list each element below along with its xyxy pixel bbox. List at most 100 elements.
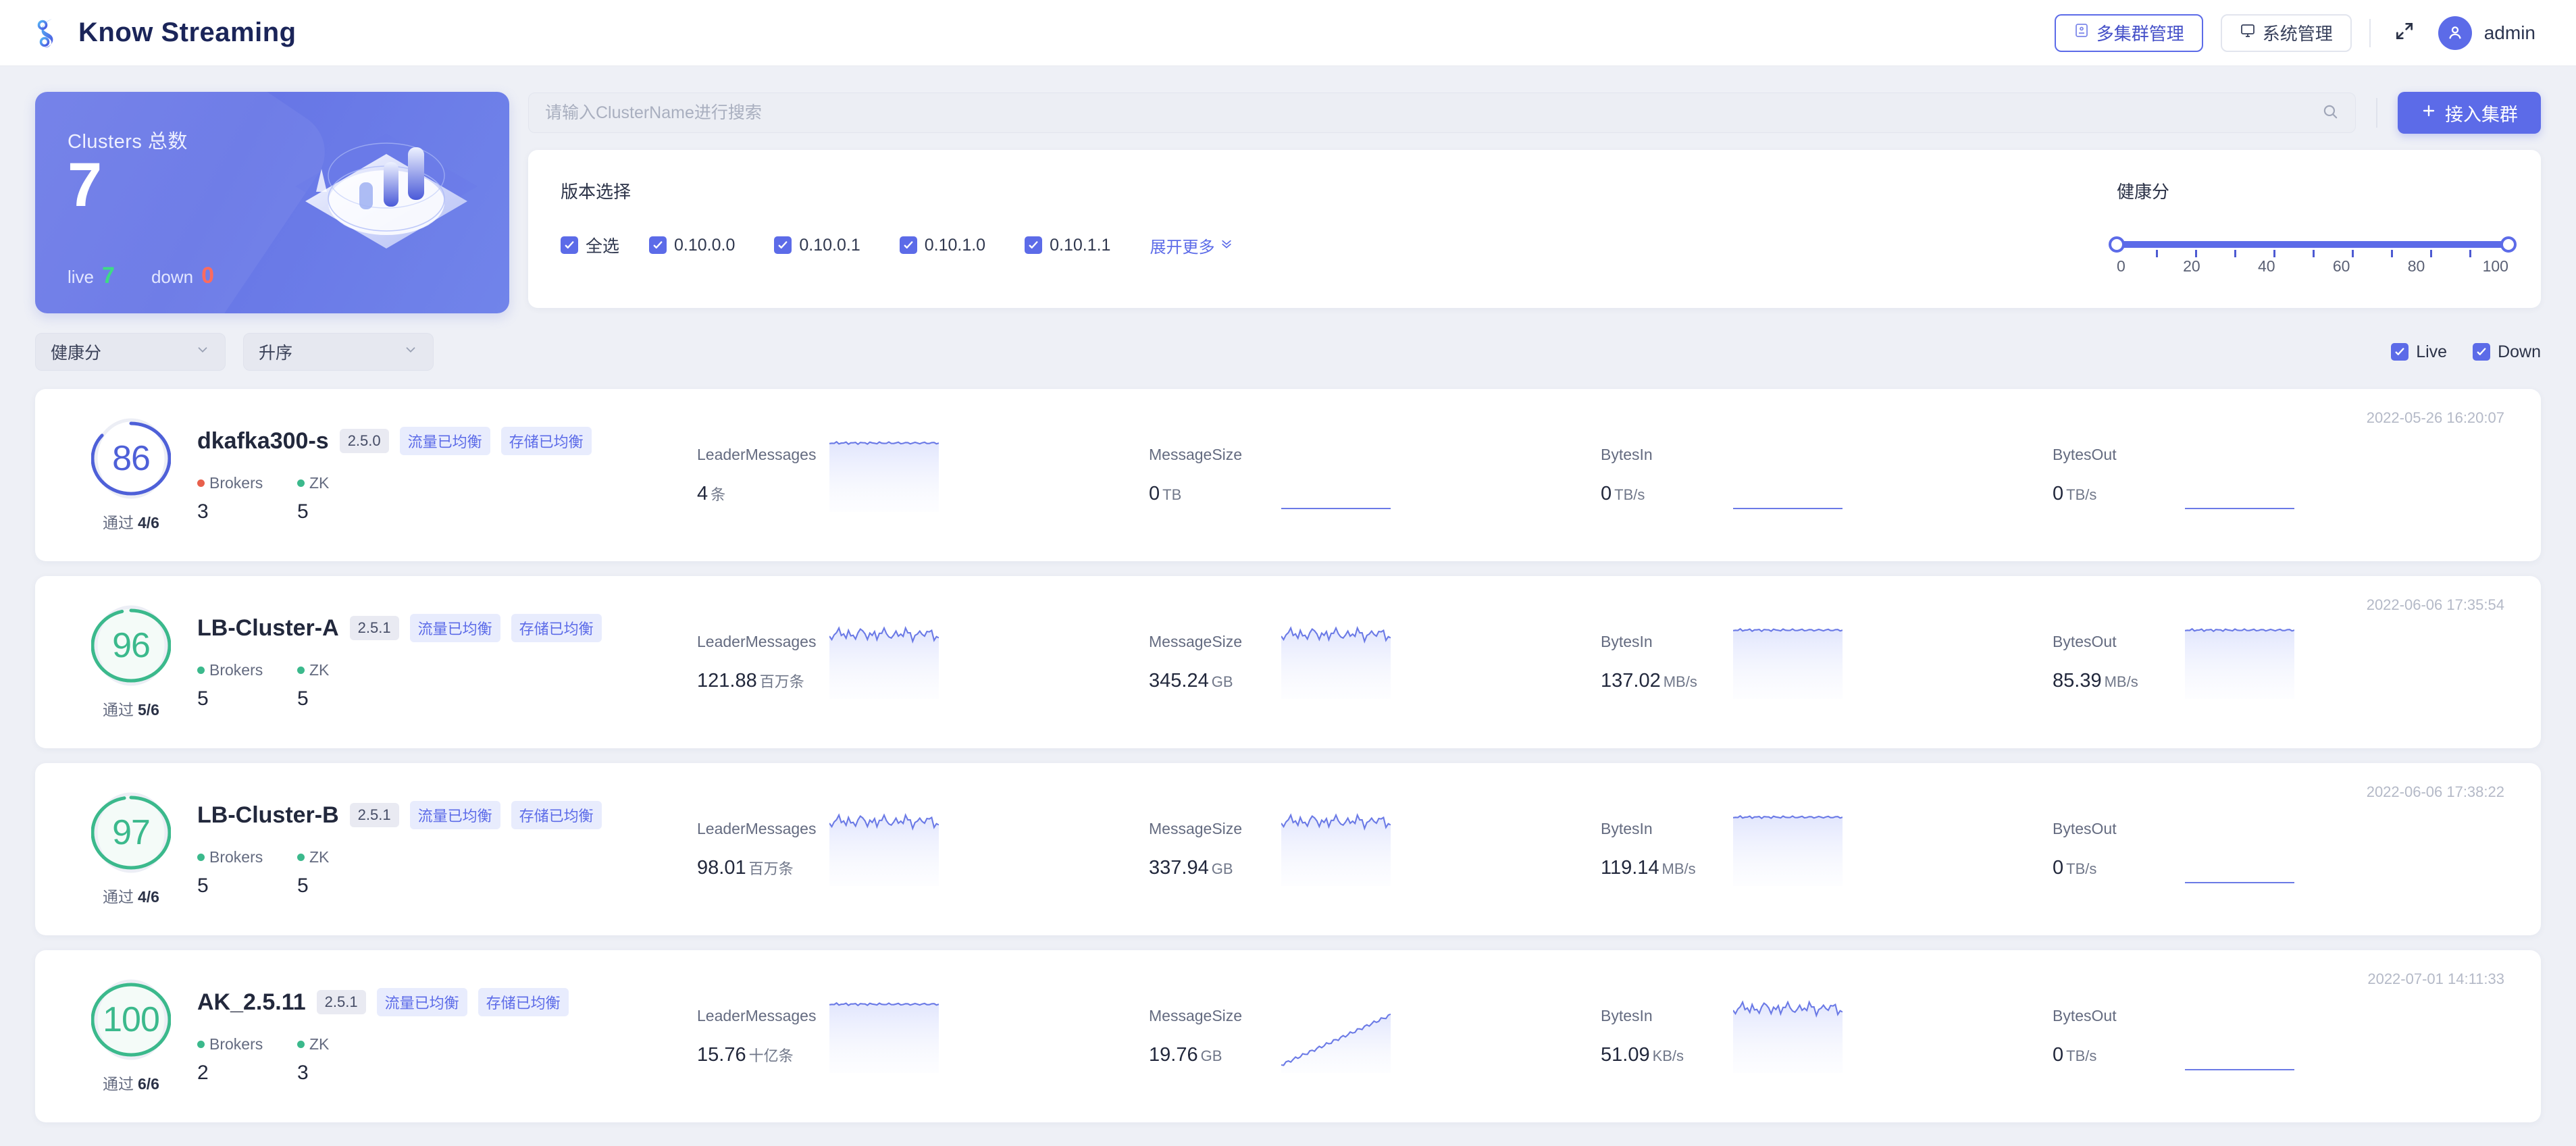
node-label-row: Brokers [197, 848, 297, 866]
checkbox-checked-icon[interactable] [561, 236, 578, 254]
slider-knob-max[interactable] [2500, 236, 2517, 253]
metric-sparkline [1281, 812, 1391, 886]
version-checkbox-all[interactable]: 全选 [561, 233, 619, 257]
filter-down-checkbox[interactable]: Down [2473, 342, 2541, 362]
clusters-live-label: live [68, 267, 95, 287]
metric-label: LeaderMessages [697, 819, 817, 837]
slider-knob-min[interactable] [2109, 236, 2125, 253]
cluster-nodes-row: Brokers 2 ZK 3 [197, 1035, 690, 1085]
add-cluster-button[interactable]: 接入集群 [2398, 92, 2541, 134]
metric-unit: MB/s [1661, 860, 1696, 877]
pass-value: 4/6 [138, 513, 159, 531]
pass-ratio: 通过 6/6 [103, 1071, 159, 1094]
cluster-card[interactable]: 96 通过 5/6 LB-Cluster-A 2.5.1 流量已均衡 存储已均衡 Broker… [35, 576, 2541, 748]
checkbox-checked-icon[interactable] [2391, 343, 2409, 361]
clusters-status-row: live 7 down 0 [68, 263, 214, 289]
cluster-info-column: LB-Cluster-B 2.5.1 流量已均衡 存储已均衡 Brokers 5 ZK 5 [197, 801, 690, 897]
fullscreen-button[interactable] [2388, 17, 2421, 49]
checkbox-checked-icon[interactable] [1025, 236, 1043, 254]
search-icon[interactable] [2321, 103, 2339, 124]
slider-track[interactable] [2109, 236, 2517, 257]
filter-live-checkbox[interactable]: Live [2391, 342, 2447, 362]
search-divider [2376, 98, 2377, 128]
version-checkbox-0.10.0.1[interactable]: 0.10.0.1 [774, 236, 860, 255]
checkbox-checked-icon[interactable] [2473, 343, 2491, 361]
cluster-card[interactable]: 97 通过 4/6 LB-Cluster-B 2.5.1 流量已均衡 存储已均衡 Broker… [35, 763, 2541, 935]
metric-value: 345.24 GB [1149, 670, 1281, 692]
metric-text: BytesIn 0 TB/s [1601, 446, 1733, 505]
cluster-score-column: 96 通过 5/6 [70, 602, 192, 720]
cluster-node-zk: ZK 5 [297, 474, 397, 523]
clusters-total-title: Clusters 总数 [68, 131, 188, 153]
metric-unit: TB [1162, 486, 1182, 503]
metric-number: 85.39 [2053, 669, 2102, 692]
metric-sparkline [2185, 627, 2294, 699]
search-and-filters: 接入集群 版本选择 全选 0.10.0.0 0.10.0.1 0.10.1.0 0.10… [528, 92, 2541, 308]
node-label: Brokers [209, 474, 263, 492]
metric-value: 0 TB/s [2053, 1044, 2185, 1066]
version-checkbox-0.10.1.1[interactable]: 0.10.1.1 [1025, 236, 1110, 255]
cluster-node-zk: ZK 5 [297, 661, 397, 710]
metric-number: 19.76 [1149, 1043, 1198, 1066]
brand: Know Streaming [31, 16, 297, 51]
metric-number: 0 [2053, 482, 2064, 504]
metric-value: 337.94 GB [1149, 857, 1281, 879]
sort-row: 健康分 升序 Live Down [35, 331, 2541, 373]
cluster-score-column: 86 通过 4/6 [70, 415, 192, 533]
metric-unit: TB/s [2066, 1047, 2097, 1064]
metric-number: 0 [2053, 1043, 2064, 1066]
expand-more-button[interactable]: 展开更多 [1150, 234, 1233, 257]
checkbox-checked-icon[interactable] [899, 236, 917, 254]
search-box[interactable] [528, 93, 2356, 133]
metric-bytesout: BytesOut 0 TB/s [2053, 1000, 2504, 1073]
checkbox-checked-icon[interactable] [649, 236, 667, 254]
system-management-button[interactable]: 系统管理 [2220, 14, 2352, 52]
version-checkbox-0.10.0.0[interactable]: 0.10.0.0 [649, 236, 735, 255]
metric-number: 0 [2053, 856, 2064, 879]
node-label: ZK [309, 661, 330, 679]
status-dot-icon [197, 479, 205, 487]
filter-live-label: Live [2416, 342, 2448, 361]
app-header: Know Streaming 多集群管理 系统管理 [0, 0, 2576, 66]
version-checkbox-0.10.1.0[interactable]: 0.10.1.0 [899, 236, 985, 255]
cluster-name[interactable]: LB-Cluster-A [197, 615, 339, 641]
status-dot-icon [297, 479, 305, 487]
cluster-illustration-icon [272, 107, 494, 309]
cluster-timestamp: 2022-06-06 17:35:54 [2366, 596, 2504, 613]
metric-unit: MB/s [2104, 673, 2138, 690]
node-label-row: ZK [297, 848, 397, 866]
cluster-name[interactable]: dkafka300-s [197, 427, 329, 454]
status-dot-icon [197, 667, 205, 674]
health-score-slider[interactable]: 0 20 40 60 80 100 [2109, 233, 2517, 276]
slider-ticks [2117, 241, 2508, 257]
metric-leadermessages: LeaderMessages 4 条 [697, 439, 1149, 512]
cluster-version-tag: 2.5.0 [339, 429, 389, 453]
node-value: 2 [197, 1062, 209, 1084]
cluster-name[interactable]: LB-Cluster-B [197, 802, 339, 828]
slider-tick-label: 100 [2482, 257, 2508, 275]
cluster-node-brokers: Brokers 5 [197, 848, 297, 897]
metric-text: BytesOut 0 TB/s [2053, 446, 2185, 505]
metric-number: 337.94 [1149, 856, 1209, 879]
user-menu[interactable]: admin [2438, 16, 2535, 50]
metric-number: 345.24 [1149, 669, 1209, 692]
sort-by-select[interactable]: 健康分 [35, 333, 226, 371]
metric-value: 137.02 MB/s [1601, 670, 1733, 692]
metric-label: MessageSize [1149, 445, 1243, 463]
cluster-name[interactable]: AK_2.5.11 [197, 989, 306, 1015]
search-input[interactable] [545, 103, 2321, 123]
pass-label: 通过 [103, 1074, 134, 1093]
sort-order-select[interactable]: 升序 [243, 333, 434, 371]
slider-tick [2352, 250, 2354, 257]
pass-ratio: 通过 4/6 [103, 884, 159, 907]
metric-value: 85.39 MB/s [2053, 670, 2185, 692]
metric-label: LeaderMessages [697, 445, 817, 463]
top-row: Clusters 总数 7 live 7 down 0 [35, 92, 2541, 313]
checkbox-checked-icon[interactable] [774, 236, 792, 254]
node-label: Brokers [209, 661, 263, 679]
multi-cluster-management-button[interactable]: 多集群管理 [2054, 14, 2203, 52]
cluster-card[interactable]: 100 通过 6/6 AK_2.5.11 2.5.1 流量已均衡 存储已均衡 Brokers 2… [35, 950, 2541, 1122]
cluster-card[interactable]: 86 通过 4/6 dkafka300-s 2.5.0 流量已均衡 存储已均衡 Brokers… [35, 389, 2541, 561]
status-dot-icon [197, 854, 205, 861]
metric-value: 0 TB/s [2053, 857, 2185, 879]
